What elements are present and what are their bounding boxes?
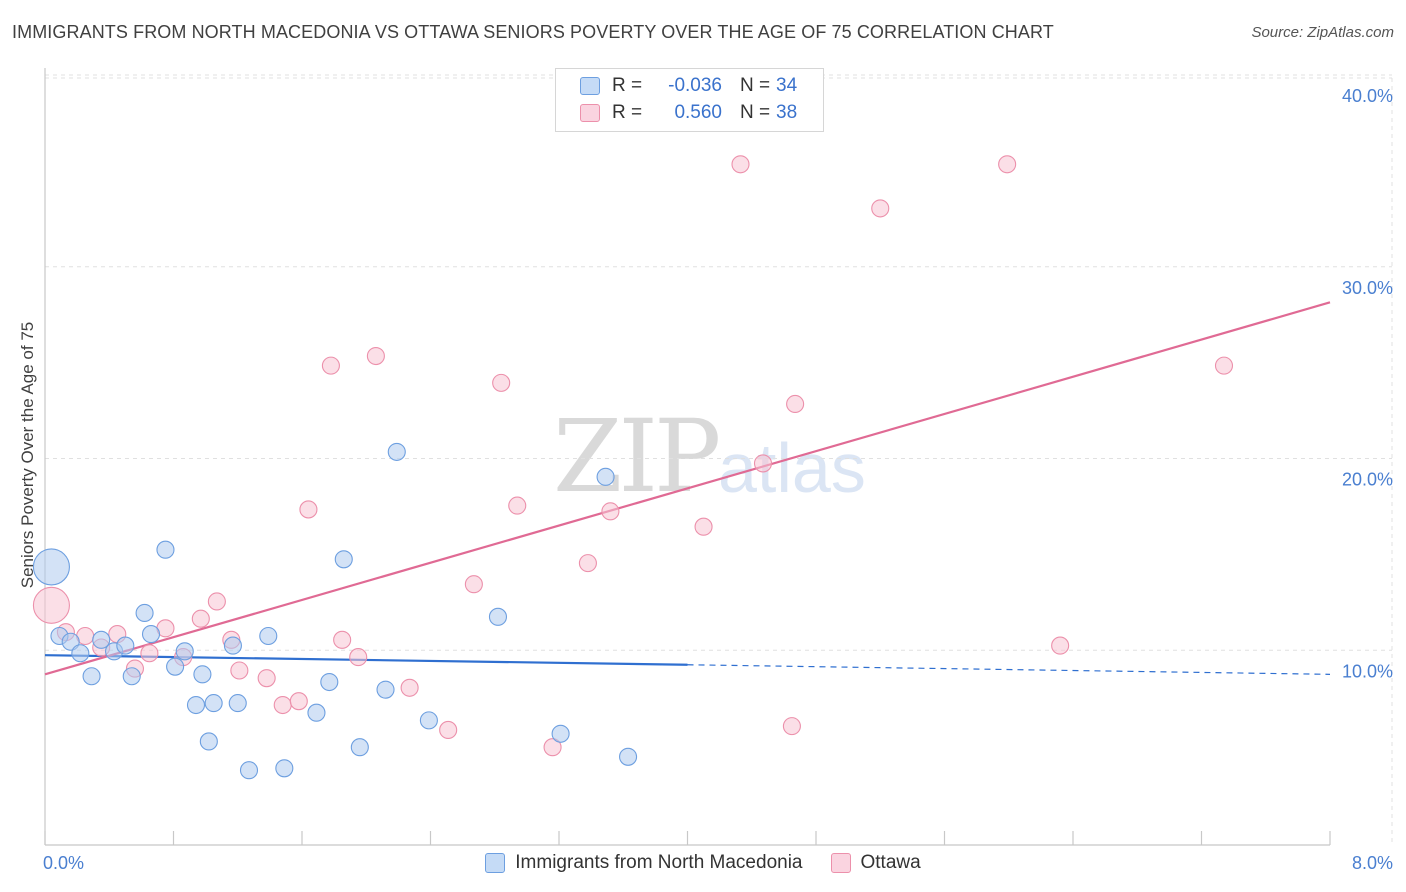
legend-r-value: -0.036: [668, 75, 722, 96]
data-point-north-macedonia: [350, 738, 369, 757]
legend-swatch-blue: [485, 853, 506, 873]
legend-r-label: R =: [612, 102, 643, 123]
data-point-north-macedonia: [259, 626, 278, 646]
data-point-ottawa: [366, 346, 385, 366]
legend-n-value: 34: [776, 75, 798, 96]
data-point-north-macedonia: [376, 680, 395, 699]
data-point-ottawa: [464, 575, 483, 594]
data-point-north-macedonia: [223, 636, 242, 655]
data-point-ottawa: [786, 394, 805, 414]
data-point-ottawa: [400, 678, 419, 697]
source-label: Source: ZipAtlas.com: [1251, 24, 1394, 41]
legend-r-value: 0.560: [674, 102, 722, 123]
data-point-north-macedonia: [135, 603, 154, 623]
data-point-north-macedonia: [71, 644, 90, 663]
legend-r-label: R =: [612, 75, 643, 96]
data-point-north-macedonia: [320, 672, 339, 692]
legend-n-value: 38: [776, 102, 798, 123]
data-point-ottawa: [349, 648, 368, 667]
data-point-ottawa: [543, 738, 562, 757]
legend-swatch-pink: [580, 104, 600, 122]
data-point-north-macedonia: [387, 442, 406, 461]
legend-item-ottawa: Ottawa: [830, 852, 921, 874]
y-tick-label: 10.0%: [1342, 661, 1393, 681]
y-tick-label: 20.0%: [1342, 470, 1393, 490]
watermark-zip: ZIP: [553, 398, 721, 515]
data-point-north-macedonia: [122, 667, 141, 686]
legend-row-pink: R = 0.560 N = 38: [580, 101, 797, 125]
data-point-ottawa: [273, 695, 292, 715]
data-point-north-macedonia: [204, 694, 223, 713]
series-legend: Immigrants from North Macedonia Ottawa: [0, 852, 1406, 874]
data-point-ottawa: [289, 692, 308, 711]
chart-title: IMMIGRANTS FROM NORTH MACEDONIA VS OTTAW…: [12, 22, 1054, 42]
data-point-north-macedonia: [193, 665, 212, 684]
tick-labels: 10.0% 20.0% 30.0% 40.0% 0.0% 8.0%: [43, 86, 1393, 873]
data-point-north-macedonia: [551, 724, 570, 743]
data-point-ottawa: [207, 592, 226, 611]
data-point-north-macedonia: [419, 711, 438, 730]
data-point-ottawa: [998, 155, 1017, 174]
data-point-ottawa: [508, 496, 527, 515]
trend-lines: [44, 301, 1331, 676]
data-point-ottawa: [578, 554, 597, 573]
legend-series-name: Immigrants from North Macedonia: [515, 852, 803, 873]
y-tick-label: 30.0%: [1342, 278, 1393, 298]
data-point-ottawa: [321, 356, 340, 375]
data-point-ottawa: [439, 720, 458, 740]
legend-n-label: N =: [740, 102, 771, 123]
data-point-north-macedonia: [82, 667, 101, 686]
x-tick-label: 0.0%: [43, 853, 84, 873]
data-point-ottawa: [140, 644, 159, 663]
data-point-ottawa: [1051, 636, 1070, 655]
data-point-north-macedonia: [92, 630, 111, 649]
data-point-ottawa: [333, 630, 352, 649]
data-point-ottawa: [257, 669, 276, 688]
x-tick-label: 8.0%: [1352, 853, 1393, 873]
data-point-north-macedonia: [488, 607, 508, 626]
data-point-north-macedonia: [334, 550, 353, 569]
data-point-north-macedonia: [275, 759, 294, 778]
data-point-ottawa: [782, 717, 801, 736]
data-point-north-macedonia: [239, 761, 259, 780]
data-point-ottawa: [731, 155, 750, 174]
data-point-north-macedonia: [166, 657, 185, 676]
data-points: [32, 155, 1234, 780]
data-point-ottawa: [1214, 356, 1234, 375]
legend-item-north-macedonia: Immigrants from North Macedonia: [485, 852, 803, 874]
data-point-ottawa: [299, 500, 318, 519]
data-point-ottawa: [601, 502, 620, 521]
grid-lines: [45, 74, 1393, 845]
data-point-ottawa: [753, 454, 773, 473]
y-tick-label: 40.0%: [1342, 86, 1393, 106]
data-point-north-macedonia: [186, 695, 206, 715]
data-point-ottawa: [694, 517, 713, 536]
trend-line-pink: [44, 301, 1331, 676]
data-point-ottawa: [871, 199, 890, 218]
data-point-north-macedonia: [199, 732, 218, 751]
data-point-ottawa: [492, 373, 511, 392]
data-point-north-macedonia: [619, 747, 638, 766]
trend-line-blue-dashed: [687, 664, 1331, 675]
data-point-north-macedonia: [228, 694, 247, 713]
data-point-north-macedonia: [116, 636, 135, 655]
data-point-ottawa: [191, 609, 210, 628]
data-point-north-macedonia: [32, 548, 70, 586]
data-point-ottawa: [32, 586, 70, 624]
data-point-north-macedonia: [141, 625, 161, 644]
data-point-north-macedonia: [596, 467, 615, 486]
data-point-north-macedonia: [307, 703, 326, 722]
legend-swatch-pink: [830, 853, 851, 873]
legend-series-name: Ottawa: [860, 852, 921, 873]
data-point-north-macedonia: [175, 642, 194, 661]
legend-swatch-blue: [580, 77, 600, 95]
legend-row-blue: R = -0.036 N = 34: [580, 74, 797, 98]
watermark-atlas: atlas: [718, 429, 866, 507]
data-point-north-macedonia: [156, 540, 175, 559]
legend-n-label: N =: [740, 75, 771, 96]
data-point-ottawa: [230, 661, 249, 680]
correlation-legend: R = -0.036 N = 34 R = 0.560 N = 38: [555, 68, 824, 132]
axes: [44, 68, 1331, 846]
